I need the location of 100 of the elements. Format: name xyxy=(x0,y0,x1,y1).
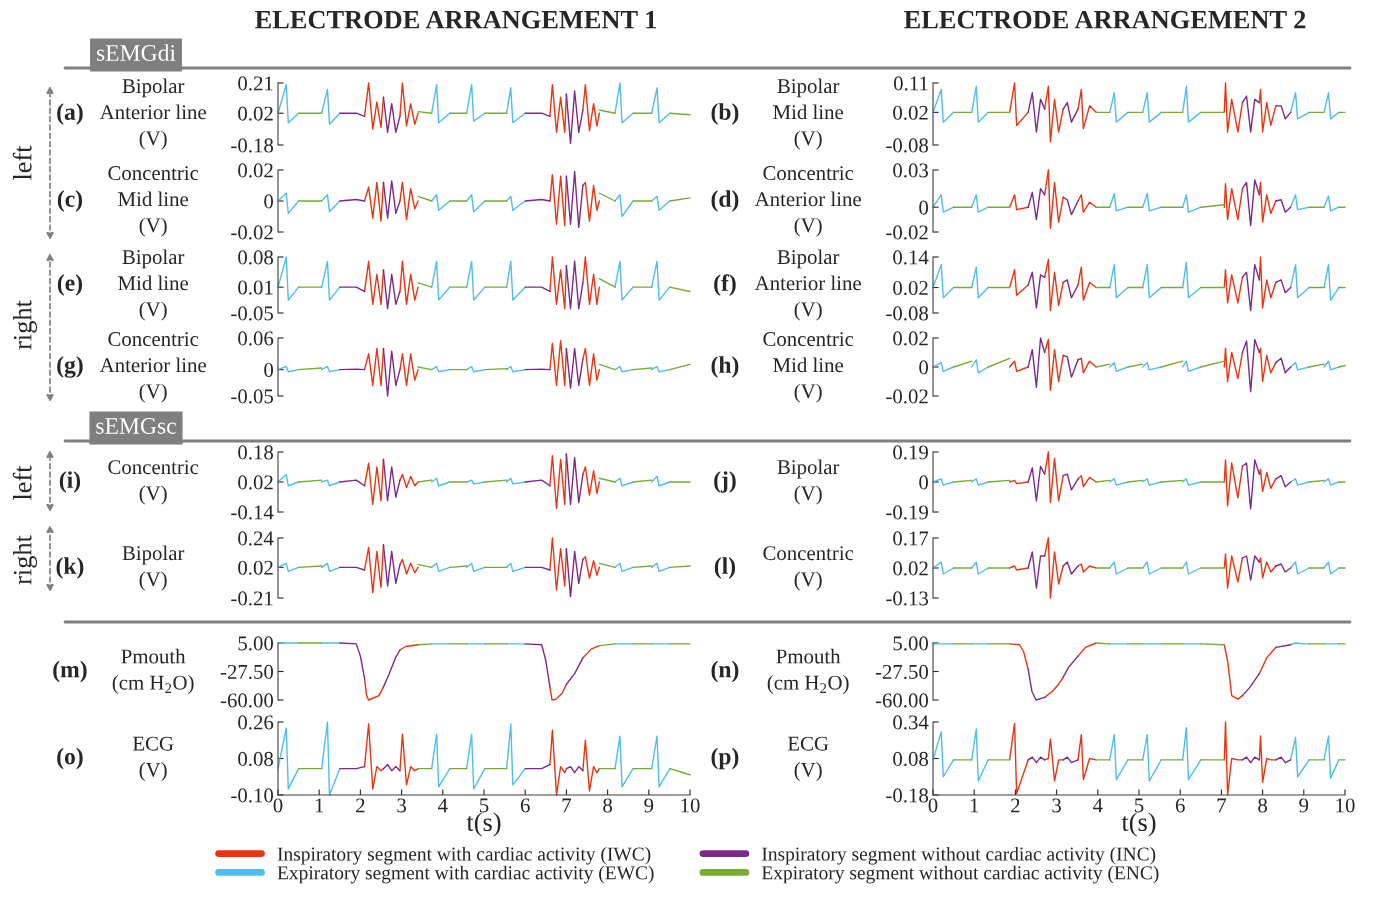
text: right xyxy=(13,535,37,585)
text: (o) xyxy=(57,747,83,770)
y-tick-label: -0.02 xyxy=(886,225,928,240)
y-axis-title: Concentric Anterior line (V) xyxy=(99,332,206,403)
x-tick-label: 6 xyxy=(1175,798,1185,813)
text: (f) xyxy=(714,274,736,296)
legend-label: Inspiratory segment without cardiac activity (INC) xyxy=(762,846,1156,865)
y-tick-label: 0.02 xyxy=(238,106,273,121)
text: (n) xyxy=(711,660,739,683)
y-tick-label: -0.05 xyxy=(231,306,274,321)
y-tick-label: 0.02 xyxy=(893,561,928,576)
x-tick-label: 10 xyxy=(1336,798,1355,813)
text: (g) xyxy=(57,356,83,378)
y-tick-label: 5.00 xyxy=(238,636,274,651)
text: ELECTRODE ARRANGEMENT 2 xyxy=(904,10,1306,29)
text: (i) xyxy=(59,471,81,493)
text: (j) xyxy=(714,471,736,493)
y-tick-label: 0.02 xyxy=(893,331,928,346)
y-tick-label: -0.08 xyxy=(886,138,929,153)
y-tick-label: 0.02 xyxy=(893,280,928,296)
text: (m) xyxy=(53,660,87,683)
x-axis-title: t(s) xyxy=(1121,812,1156,837)
y-tick-label: 0.01 xyxy=(238,280,273,295)
y-axis-title: Concentric (V) xyxy=(763,546,854,591)
text: sEMGsc xyxy=(96,418,176,434)
y-axis-title: Concentric (V) xyxy=(108,460,199,505)
text: left xyxy=(12,465,32,501)
legend-label: Inspiratory segment with cardiac activity (IWC) xyxy=(277,846,651,865)
y-tick-label: -0.14 xyxy=(231,505,274,520)
x-tick-label: 8 xyxy=(603,798,613,813)
y-axis-title: Bipolar Mid line (V) xyxy=(773,78,844,150)
y-tick-label: -27.50 xyxy=(875,664,929,680)
y-axis-title: Bipolar (V) xyxy=(122,545,185,591)
y-tick-label: 0.17 xyxy=(893,531,929,546)
y-tick-label: 0.02 xyxy=(238,560,273,575)
y-tick-label: 0 xyxy=(919,360,929,375)
y-tick-label: 0 xyxy=(264,363,274,378)
y-tick-label: -60.00 xyxy=(875,693,929,708)
x-tick-label: 4 xyxy=(1093,798,1103,813)
x-tick-label: 1 xyxy=(970,798,979,813)
x-tick-label: 3 xyxy=(397,798,406,813)
y-tick-label: 0.11 xyxy=(893,76,928,91)
text: left xyxy=(12,145,32,181)
text: sEMGdi xyxy=(96,44,176,61)
text: (l) xyxy=(714,557,736,579)
y-tick-label: -0.18 xyxy=(886,788,929,803)
x-tick-label: 5 xyxy=(480,798,489,813)
y-axis-title: Pmouth (cm H$_{2}$O) xyxy=(112,648,194,694)
y-tick-label: 0.24 xyxy=(238,531,274,546)
y-tick-label: 0.19 xyxy=(893,445,928,460)
y-tick-label: -0.02 xyxy=(886,389,928,404)
y-tick-label: 0.03 xyxy=(893,163,929,178)
y-tick-label: 0 xyxy=(264,194,274,209)
y-tick-label: 0.14 xyxy=(893,250,929,265)
y-axis-title: Concentric Mid line (V) xyxy=(108,166,199,237)
x-tick-label: 7 xyxy=(562,798,572,813)
x-tick-label: 2 xyxy=(356,798,365,813)
x-tick-label: 3 xyxy=(1052,798,1061,813)
text: (d) xyxy=(711,190,739,212)
y-tick-label: -0.21 xyxy=(231,591,273,606)
y-axis-title: Concentric Anterior line (V) xyxy=(754,166,861,237)
y-axis-title: Bipolar (V) xyxy=(777,459,840,505)
y-tick-label: 0 xyxy=(919,200,929,215)
text: (p) xyxy=(711,747,739,770)
y-tick-label: -0.19 xyxy=(886,505,928,520)
y-tick-label: 0.08 xyxy=(238,250,274,265)
x-tick-label: 4 xyxy=(438,798,448,813)
y-tick-label: 0.08 xyxy=(238,751,274,767)
y-tick-label: 0.21 xyxy=(238,76,273,91)
y-tick-label: -0.05 xyxy=(231,389,274,404)
text: (a) xyxy=(57,103,83,125)
x-tick-label: 5 xyxy=(1135,798,1144,813)
text: (k) xyxy=(56,557,84,579)
x-tick-label: 9 xyxy=(644,798,654,813)
y-tick-label: 0.26 xyxy=(238,715,274,730)
y-tick-label: 0.08 xyxy=(893,751,929,767)
text: right xyxy=(13,300,37,350)
y-tick-label: -0.10 xyxy=(231,788,274,803)
y-tick-label: 0.06 xyxy=(238,331,274,346)
y-tick-label: -0.13 xyxy=(886,591,929,606)
y-tick-label: 0.02 xyxy=(238,475,273,490)
y-tick-label: -0.08 xyxy=(886,306,929,321)
y-tick-label: 0.18 xyxy=(238,445,274,460)
x-tick-label: 9 xyxy=(1299,798,1309,813)
text: ELECTRODE ARRANGEMENT 1 xyxy=(255,10,657,29)
x-tick-label: 1 xyxy=(315,798,324,813)
x-tick-label: 8 xyxy=(1258,798,1268,813)
y-tick-label: -0.18 xyxy=(231,138,274,153)
y-tick-label: 5.00 xyxy=(893,636,929,651)
x-tick-label: 2 xyxy=(1011,798,1020,813)
y-axis-title: Bipolar Mid line (V) xyxy=(118,249,189,321)
y-tick-label: -0.02 xyxy=(231,225,273,240)
y-axis-title: Concentric Mid line (V) xyxy=(763,332,854,403)
legend-label: Expiratory segment with cardiac activity (EWC) xyxy=(277,865,654,884)
y-axis-title: Bipolar Anterior line (V) xyxy=(754,249,861,321)
y-tick-label: 0 xyxy=(919,475,929,490)
text: (b) xyxy=(711,103,739,125)
y-axis-title: Pmouth (cm H$_{2}$O) xyxy=(767,648,849,694)
x-tick-label: 7 xyxy=(1217,798,1227,813)
y-tick-label: 0.02 xyxy=(893,105,928,120)
